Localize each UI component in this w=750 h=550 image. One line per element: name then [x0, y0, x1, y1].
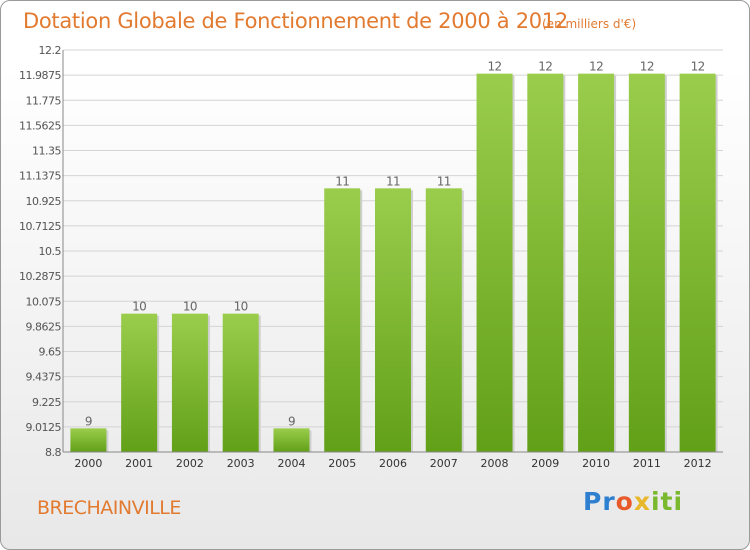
y-tick-label: 9.8625 — [26, 320, 62, 333]
city-name: BRECHAINVILLE — [37, 497, 181, 519]
data-label: 12 — [691, 60, 705, 74]
y-tick-label: 11.9875 — [19, 69, 61, 82]
y-tick-label: 10.925 — [26, 195, 62, 208]
bar — [171, 313, 208, 452]
x-axis: 2000 2001 2002 2003 2004 2005 2006 2007 2008 2009… — [63, 451, 723, 470]
data-label: 11 — [386, 174, 400, 188]
data-label: 12 — [640, 60, 654, 74]
bar — [324, 188, 361, 452]
x-tick-label: 2005 — [328, 457, 356, 470]
bar — [578, 73, 615, 452]
bar — [375, 188, 411, 452]
x-tick-label: 2008 — [481, 457, 509, 470]
y-tick-label: 10.7125 — [19, 220, 61, 233]
y-tick-label: 9.65 — [39, 346, 62, 359]
x-tick-label: 2004 — [277, 457, 305, 470]
x-tick-label: 2012 — [684, 457, 712, 470]
x-tick-label: 2010 — [582, 457, 610, 470]
data-label: 9 — [288, 414, 295, 428]
x-tick-label: 2003 — [227, 457, 255, 470]
data-label: 9 — [85, 414, 92, 428]
x-tick-label: 2002 — [176, 457, 204, 470]
bar — [121, 313, 158, 452]
y-tick-label: 11.5625 — [19, 119, 61, 132]
chart-title: Dotation Globale de Fonctionnement de 20… — [23, 9, 568, 33]
y-tick-label: 9.4375 — [26, 371, 62, 384]
data-label: 12 — [538, 60, 552, 74]
y-tick-label: 11.1375 — [19, 170, 61, 183]
y-tick-label: 11.775 — [26, 94, 62, 107]
proxiti-logo[interactable]: Proxiti — [583, 487, 684, 516]
data-label: 10 — [183, 300, 197, 314]
x-tick-label: 2011 — [633, 457, 661, 470]
bar — [679, 73, 716, 452]
x-tick-label: 2007 — [430, 457, 458, 470]
y-tick-label: 10.5 — [39, 245, 62, 258]
y-tick-label: 10.075 — [26, 295, 62, 308]
bars — [70, 73, 718, 452]
data-label: 10 — [234, 300, 248, 314]
bar — [273, 428, 310, 452]
y-axis: 12.2 11.9875 11.775 11.5625 11.35 11.1375 10.9… — [19, 44, 64, 459]
x-tick-label: 2006 — [379, 457, 407, 470]
y-tick-label: 12.2 — [39, 44, 62, 57]
bar — [70, 428, 107, 452]
y-tick-label: 8.8 — [45, 446, 61, 459]
data-labels: 9 10 10 10 9 11 11 11 12 12 12 12 12 — [85, 60, 705, 429]
data-label: 11 — [335, 174, 349, 188]
y-tick-label: 11.35 — [32, 145, 61, 158]
x-tick-label: 2009 — [531, 457, 559, 470]
bar — [425, 188, 462, 452]
data-label: 12 — [589, 60, 603, 74]
bar — [527, 73, 564, 452]
bar — [476, 73, 513, 452]
data-label: 12 — [487, 60, 501, 74]
y-tick-label: 9.0125 — [26, 421, 62, 434]
data-label: 10 — [132, 300, 146, 314]
unit-note: (en milliers d'€) — [542, 17, 637, 31]
y-tick-label: 9.225 — [32, 396, 61, 409]
bar — [628, 73, 665, 452]
x-tick-label: 2000 — [74, 457, 102, 470]
y-tick-label: 10.2875 — [19, 270, 61, 283]
data-label: 11 — [437, 174, 451, 188]
x-tick-label: 2001 — [125, 457, 153, 470]
bar — [222, 313, 259, 452]
